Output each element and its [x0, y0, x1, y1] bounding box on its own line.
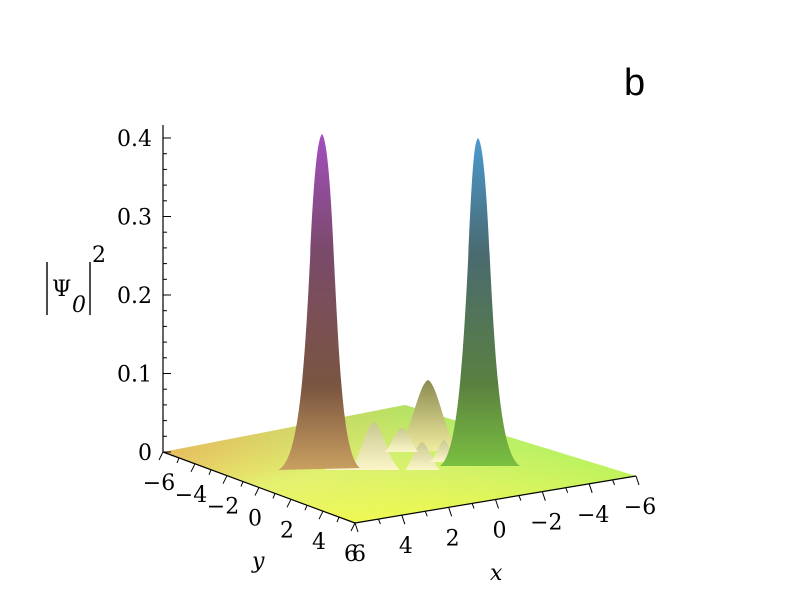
surface-bump [396, 380, 460, 452]
y-axis-tick-label: −6 [143, 471, 175, 496]
y-axis-tick-label: 4 [312, 530, 326, 555]
surface-peak [440, 138, 520, 466]
y-axis-tick [272, 493, 276, 499]
y-axis-tick [336, 516, 340, 523]
panel-label: b [624, 62, 646, 104]
y-axis-tick [190, 463, 196, 473]
y-axis-tick-label: −2 [207, 495, 239, 520]
x-axis-tick-label: 2 [446, 526, 460, 551]
x-axis-tick [354, 522, 359, 533]
y-axis-tick [350, 522, 356, 532]
y-axis-tick [318, 510, 324, 520]
x-axis-tick [565, 487, 569, 493]
x-axis-tick-label: 4 [399, 534, 413, 559]
x-axis-tick-label: −2 [530, 511, 562, 536]
z-label-subscript: 0 [72, 293, 86, 318]
surface-peak [278, 134, 360, 470]
x-axis-tick-label: 0 [493, 519, 507, 544]
z-axis-label: Ψ 0 2 [46, 243, 106, 318]
x-axis-tick [612, 479, 616, 486]
x-axis-tick [635, 475, 640, 486]
z-label-exponent: 2 [92, 243, 106, 268]
y-axis-tick [208, 469, 212, 475]
y-axis-tick [304, 505, 308, 511]
x-axis-tick [377, 518, 381, 525]
y-axis-label: y [251, 549, 265, 574]
z-label-symbol: Ψ [52, 277, 71, 302]
x-axis-tick-label: −4 [577, 503, 609, 528]
y-axis-tick [222, 475, 228, 484]
z-axis-tick-label: 0.3 [117, 206, 152, 231]
y-axis-tick-label: 6 [344, 542, 358, 567]
surface-floor-shade [163, 405, 636, 523]
x-axis-label: x [490, 561, 503, 586]
y-axis-tick [176, 457, 180, 464]
x-axis-tick [424, 511, 428, 517]
y-axis-tick [286, 499, 292, 508]
x-axis-ticks [354, 475, 640, 533]
y-axis-ticks [158, 451, 356, 532]
y-axis-tick [240, 481, 244, 487]
x-axis-tick [541, 491, 546, 501]
x-axis-tick-label: −6 [624, 495, 656, 520]
y-axis-tick-labels: −6 −4 −2 0 2 4 6 [143, 471, 358, 567]
x-axis-tick [495, 499, 499, 509]
y-axis-tick [158, 451, 164, 461]
x-axis-tick [518, 495, 522, 501]
surface-bump [385, 428, 418, 452]
z-axis-tick-label: 0.4 [117, 127, 152, 152]
z-axis-tick-label: 0.1 [117, 363, 152, 388]
z-axis-ticks [163, 137, 171, 453]
y-axis-tick-label: 2 [280, 518, 294, 543]
x-axis-tick-labels: 6 4 2 0 −2 −4 −6 [352, 495, 656, 567]
x-axis-tick-label: 6 [352, 542, 366, 567]
x-axis-tick [448, 507, 453, 517]
z-axis-tick-label: 0.2 [117, 284, 152, 309]
surface-bump [405, 442, 440, 470]
x-axis-tick [401, 515, 406, 525]
y-axis-tick [254, 487, 260, 496]
z-axis-tick-labels: 0 0.1 0.2 0.3 0.4 [117, 127, 152, 466]
z-axis-tick-label: 0 [138, 441, 152, 466]
y-axis-tick-label: 0 [248, 507, 262, 532]
y-axis-tick-label: −4 [175, 483, 207, 508]
x-axis-tick [588, 483, 593, 493]
surface-bump [350, 422, 400, 470]
x-axis-tick [471, 503, 475, 509]
